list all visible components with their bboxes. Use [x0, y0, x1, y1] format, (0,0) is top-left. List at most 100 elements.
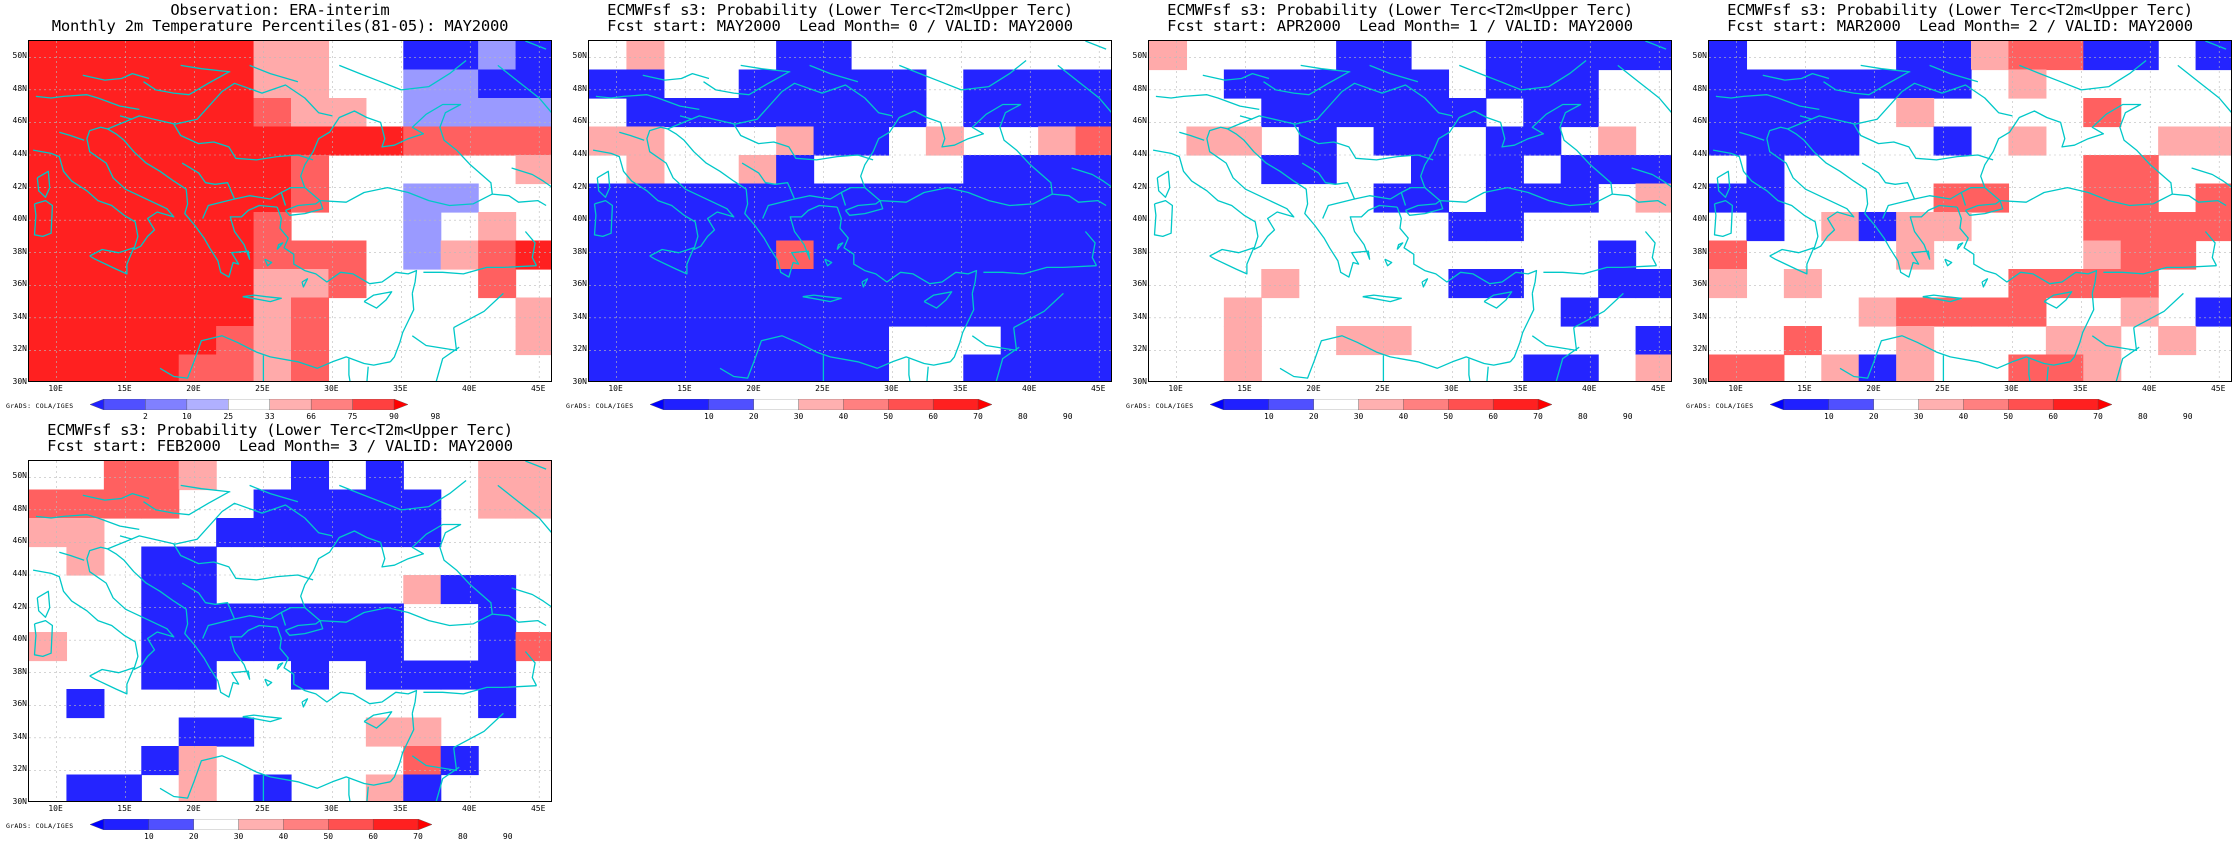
grid-cell — [216, 98, 255, 128]
grid-cell — [478, 269, 517, 299]
colorbar-label: 50 — [1443, 412, 1454, 421]
coastline-path — [703, 71, 790, 96]
longitude-tick-label: 30E — [1444, 384, 1459, 393]
grid-cell — [178, 354, 217, 381]
coastline-path — [86, 126, 175, 251]
longitude-tick-label: 15E — [677, 384, 692, 393]
grid-cell — [888, 212, 927, 242]
coastline-path — [1400, 192, 1407, 206]
grid-cell — [29, 98, 68, 128]
colorbar-label: 70 — [413, 832, 423, 841]
grads-credit-label: GrADS: COLA/IGES — [566, 402, 634, 410]
map-panel-lead3: ECMWFsf s3: Probability (Lower Terc<T2m<… — [0, 420, 560, 841]
grid-cell — [328, 518, 367, 548]
grid-cell — [253, 326, 292, 356]
coastline-path — [2204, 231, 2218, 266]
grid-cell — [253, 126, 292, 156]
grid-cell — [478, 461, 517, 491]
shaded-cells — [29, 461, 551, 801]
grid-cell — [328, 603, 367, 633]
grid-cell — [216, 603, 255, 633]
grid-cell — [365, 518, 404, 548]
coastline-path — [511, 587, 551, 608]
grid-cell — [1709, 269, 1748, 299]
longitude-tick-label: 10E — [48, 804, 63, 813]
grid-cell — [851, 326, 890, 356]
latitude-tick-label: 36N — [12, 279, 27, 289]
grid-cell — [1523, 69, 1562, 99]
grid-cell — [515, 461, 551, 491]
map-svg — [589, 41, 1111, 381]
latitude-tick-label: 34N — [572, 311, 587, 321]
grid-cell — [776, 183, 815, 213]
grid-cell — [738, 212, 777, 242]
grid-cell — [1858, 354, 1897, 381]
grid-cell — [478, 240, 517, 270]
coastline-path — [1929, 64, 1979, 83]
grid-cell — [813, 98, 852, 128]
colorbar-swatch — [1313, 399, 1360, 410]
longitude-tick-label: 35E — [393, 384, 408, 393]
grid-cell — [1971, 41, 2010, 71]
colorbar-label: 70 — [2093, 412, 2103, 421]
grid-cell — [813, 326, 852, 356]
coastline-path — [173, 123, 314, 161]
grid-cell — [291, 155, 330, 185]
coastline-path — [511, 167, 551, 188]
coastline-path — [2046, 366, 2049, 381]
colorbar-swatch — [90, 399, 105, 410]
colorbar-swatch — [1963, 399, 2009, 410]
coastline-path — [1712, 149, 1819, 250]
coastline-path — [1956, 206, 2098, 294]
grid-cell — [253, 518, 292, 548]
grid-cell — [253, 354, 292, 381]
coastline-path — [276, 206, 418, 294]
grid-cell — [2195, 183, 2231, 213]
coastline-path — [143, 491, 230, 516]
grid-cell — [1598, 240, 1637, 270]
coastline-path — [2091, 327, 2138, 352]
longitude-tick-label: 15E — [1797, 384, 1812, 393]
grid-cell — [813, 297, 852, 327]
coastline-path — [845, 199, 884, 216]
grid-cell — [1485, 155, 1524, 185]
grid-cell — [141, 603, 180, 633]
grid-cell — [701, 183, 740, 213]
grid-cell — [813, 126, 852, 156]
coastline-path — [971, 327, 1018, 352]
grid-cell — [2045, 41, 2084, 71]
longitude-tick-label: 10E — [608, 384, 623, 393]
grid-cell — [1223, 297, 1262, 327]
coastline-path — [32, 149, 139, 250]
coastline-path — [2069, 293, 2095, 363]
grid-cell — [2008, 269, 2047, 299]
grid-cell — [1560, 69, 1599, 99]
grid-cell — [1783, 326, 1822, 356]
grid-cell — [1336, 98, 1375, 128]
grid-cell — [776, 98, 815, 128]
grid-cell — [478, 98, 517, 128]
coastline-path — [107, 502, 333, 550]
longitude-tick-label: 45E — [530, 384, 546, 393]
coastline-path — [173, 543, 314, 581]
grid-cell — [626, 69, 665, 99]
grid-cell — [776, 41, 815, 71]
grid-cell — [1038, 212, 1077, 242]
grid-cell — [1560, 297, 1599, 327]
latitude-tick-label: 30N — [572, 377, 587, 386]
coastline-path — [36, 170, 51, 198]
grid-cell — [851, 297, 890, 327]
grid-cell — [103, 269, 142, 299]
coastline-path — [453, 712, 504, 749]
grid-cell — [1075, 155, 1111, 185]
grid-cell — [365, 632, 404, 662]
grid-cell — [1933, 126, 1972, 156]
coastline-path — [2177, 64, 2231, 113]
coastline-path — [2019, 59, 2147, 91]
coastline-path — [1301, 162, 1356, 219]
grid-cell — [178, 774, 217, 801]
grid-cell — [403, 240, 442, 270]
latitude-tick-label: 30N — [1132, 377, 1147, 386]
latitude-tick-label: 40N — [12, 634, 27, 644]
grid-cell — [813, 41, 852, 71]
